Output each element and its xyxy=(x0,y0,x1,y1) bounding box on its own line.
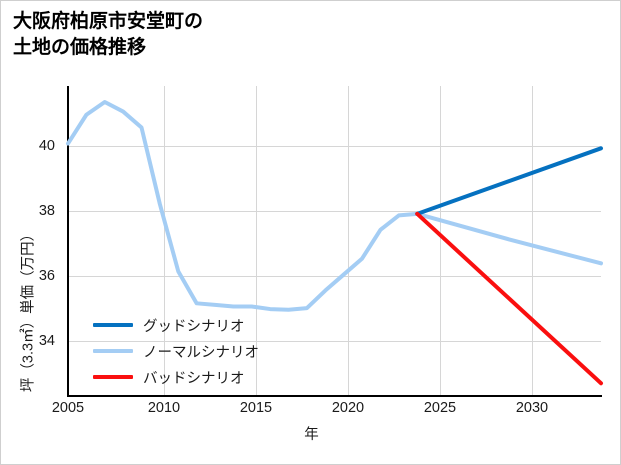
legend-swatch-bad xyxy=(93,375,133,379)
x-tick-2015: 2015 xyxy=(239,400,273,416)
x-axis-title: 年 xyxy=(304,427,319,443)
y-axis-line xyxy=(67,86,69,397)
y-tick-40: 40 xyxy=(38,138,55,154)
x-axis-tick-labels: 2005 2010 2015 2020 2025 2030 xyxy=(1,400,620,422)
legend-label-normal: ノーマルシナリオ xyxy=(143,344,259,361)
x-tick-2025: 2025 xyxy=(423,400,457,416)
x-tick-2030: 2030 xyxy=(515,400,549,416)
x-tick-2020: 2020 xyxy=(331,400,365,416)
gridline-y-40 xyxy=(68,146,601,147)
gridline-x-2030 xyxy=(532,86,533,396)
legend-label-bad: バッドシナリオ xyxy=(143,370,245,387)
legend: グッドシナリオ ノーマルシナリオ バッドシナリオ xyxy=(93,312,293,390)
x-axis-line xyxy=(67,395,602,397)
gridline-y-38 xyxy=(68,211,601,212)
y-tick-38: 38 xyxy=(38,203,55,219)
gridline-y-34 xyxy=(68,341,601,342)
page-title: 大阪府柏原市安堂町の 土地の価格推移 xyxy=(13,11,204,58)
x-tick-2005: 2005 xyxy=(51,400,85,416)
legend-swatch-normal xyxy=(93,349,133,353)
y-axis-tick-labels: 40 38 36 34 坪（3.3㎡）単価（万円） xyxy=(1,86,63,396)
legend-label-good: グッドシナリオ xyxy=(143,318,245,335)
legend-item-good: グッドシナリオ xyxy=(93,312,293,338)
legend-item-normal: ノーマルシナリオ xyxy=(93,338,293,364)
y-tick-34: 34 xyxy=(38,333,55,349)
legend-item-bad: バッドシナリオ xyxy=(93,364,293,390)
gridline-y-36 xyxy=(68,276,601,277)
legend-swatch-good xyxy=(93,323,133,327)
x-tick-2010: 2010 xyxy=(147,400,181,416)
gridline-x-2020 xyxy=(348,86,349,396)
y-tick-36: 36 xyxy=(38,268,55,284)
gridline-x-2025 xyxy=(440,86,441,396)
